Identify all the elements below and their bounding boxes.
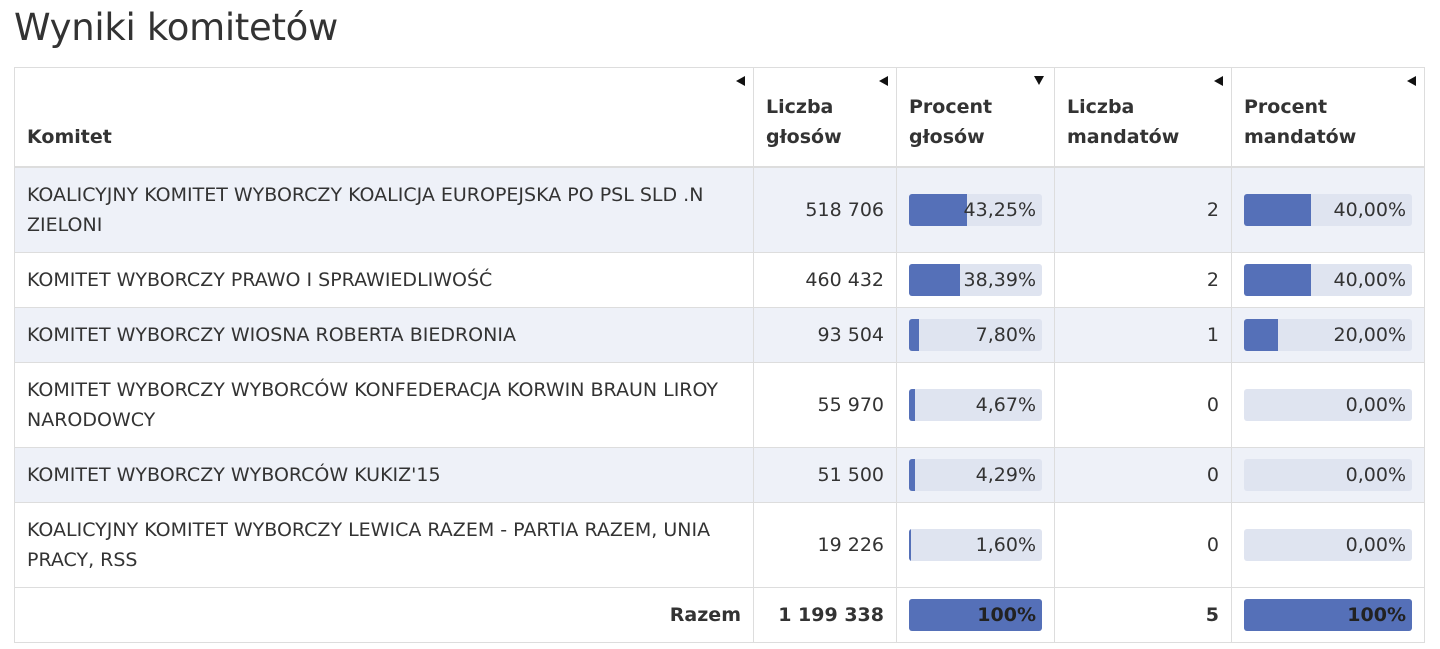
sort-icon[interactable] <box>1407 76 1416 86</box>
progress-fill <box>1244 194 1312 226</box>
progress-fill <box>1244 319 1278 351</box>
table-row: KOMITET WYBORCZY WIOSNA ROBERTA BIEDRONI… <box>14 307 1425 363</box>
progress-bar: 43,25% <box>909 194 1042 226</box>
progress-fill <box>1244 264 1312 296</box>
progress-label: 7,80% <box>975 324 1036 346</box>
seats-pct-cell: 40,00% <box>1231 252 1425 308</box>
progress-label: 100% <box>1347 604 1406 626</box>
votes-pct-cell: 1,60% <box>896 502 1055 588</box>
progress-label: 0,00% <box>1345 464 1406 486</box>
seats-pct-cell: 0,00% <box>1231 362 1425 448</box>
progress-label: 40,00% <box>1333 269 1406 291</box>
seats-pct-cell: 40,00% <box>1231 166 1425 253</box>
progress-bar: 100% <box>1244 599 1412 631</box>
votes-count: 55 970 <box>753 362 897 448</box>
progress-fill <box>909 319 920 351</box>
votes-count: 93 504 <box>753 307 897 363</box>
progress-label: 0,00% <box>1345 394 1406 416</box>
votes-pct-cell: 4,29% <box>896 447 1055 503</box>
table-row: KOMITET WYBORCZY WYBORCÓW KONFEDERACJA K… <box>14 362 1425 448</box>
progress-fill <box>909 529 912 561</box>
committee-name: KOMITET WYBORCZY WYBORCÓW KUKIZ'15 <box>14 447 754 503</box>
table-row: KOALICYJNY KOMITET WYBORCZY LEWICA RAZEM… <box>14 502 1425 588</box>
votes-count: 51 500 <box>753 447 897 503</box>
progress-bar: 1,60% <box>909 529 1042 561</box>
progress-fill <box>909 599 1042 631</box>
progress-bar: 0,00% <box>1244 389 1412 421</box>
committee-name: KOMITET WYBORCZY WYBORCÓW KONFEDERACJA K… <box>14 362 754 448</box>
progress-label: 40,00% <box>1333 199 1406 221</box>
seats-count: 0 <box>1054 362 1232 448</box>
votes-count: 518 706 <box>753 166 897 253</box>
votes-pct-cell: 38,39% <box>896 252 1055 308</box>
committee-name: KOALICYJNY KOMITET WYBORCZY KOALICJA EUR… <box>14 166 754 253</box>
header-label: Procent głosów <box>909 96 993 148</box>
table-row: KOALICYJNY KOMITET WYBORCZY KOALICJA EUR… <box>14 166 1425 253</box>
committee-name: KOMITET WYBORCZY PRAWO I SPRAWIEDLIWOŚĆ <box>14 252 754 308</box>
column-header-seats[interactable]: Liczba mandatów <box>1054 67 1232 168</box>
sort-icon[interactable] <box>1214 76 1223 86</box>
progress-label: 38,39% <box>963 269 1036 291</box>
total-label: Razem <box>14 587 754 643</box>
table-row: KOMITET WYBORCZY WYBORCÓW KUKIZ'15 51 500… <box>14 447 1425 503</box>
votes-count: 19 226 <box>753 502 897 588</box>
total-seats: 5 <box>1054 587 1232 643</box>
committee-name: KOALICYJNY KOMITET WYBORCZY LEWICA RAZEM… <box>14 502 754 588</box>
header-label: Liczba głosów <box>766 96 842 148</box>
seats-count: 0 <box>1054 447 1232 503</box>
seats-count: 1 <box>1054 307 1232 363</box>
sort-icon[interactable] <box>879 76 888 86</box>
total-row: Razem 1 199 338 100% 5 100% <box>14 587 1425 643</box>
total-votes-pct-cell: 100% <box>896 587 1055 643</box>
progress-label: 43,25% <box>963 199 1036 221</box>
progress-label: 4,29% <box>975 464 1036 486</box>
header-label: Liczba mandatów <box>1067 96 1180 148</box>
progress-label: 100% <box>977 604 1036 626</box>
progress-label: 4,67% <box>975 394 1036 416</box>
header-row: Komitet Liczba głosów Procent głosów Lic… <box>14 67 1425 168</box>
votes-count: 460 432 <box>753 252 897 308</box>
progress-fill <box>909 459 915 491</box>
progress-bar: 40,00% <box>1244 194 1412 226</box>
header-label: Komitet <box>27 126 112 148</box>
seats-pct-cell: 0,00% <box>1231 447 1425 503</box>
seats-count: 2 <box>1054 252 1232 308</box>
progress-bar: 38,39% <box>909 264 1042 296</box>
total-votes: 1 199 338 <box>753 587 897 643</box>
seats-pct-cell: 20,00% <box>1231 307 1425 363</box>
progress-label: 1,60% <box>975 534 1036 556</box>
progress-fill <box>909 264 961 296</box>
progress-bar: 4,67% <box>909 389 1042 421</box>
column-header-votes[interactable]: Liczba głosów <box>753 67 897 168</box>
sort-icon[interactable] <box>736 76 745 86</box>
results-table: Komitet Liczba głosów Procent głosów Lic… <box>14 67 1425 643</box>
progress-fill <box>909 389 916 421</box>
progress-fill <box>909 194 967 226</box>
votes-pct-cell: 43,25% <box>896 166 1055 253</box>
progress-label: 20,00% <box>1333 324 1406 346</box>
votes-pct-cell: 7,80% <box>896 307 1055 363</box>
progress-fill <box>1244 599 1412 631</box>
seats-count: 0 <box>1054 502 1232 588</box>
column-header-committee[interactable]: Komitet <box>14 67 754 168</box>
total-seats-pct-cell: 100% <box>1231 587 1425 643</box>
progress-label: 0,00% <box>1345 534 1406 556</box>
progress-bar: 100% <box>909 599 1042 631</box>
progress-bar: 40,00% <box>1244 264 1412 296</box>
progress-bar: 0,00% <box>1244 459 1412 491</box>
page-title: Wyniki komitetów <box>14 6 338 49</box>
progress-bar: 4,29% <box>909 459 1042 491</box>
progress-bar: 0,00% <box>1244 529 1412 561</box>
header-label: Procent mandatów <box>1244 96 1357 148</box>
column-header-votes-pct[interactable]: Procent głosów <box>896 67 1055 168</box>
sort-desc-icon[interactable] <box>1034 76 1044 85</box>
progress-bar: 20,00% <box>1244 319 1412 351</box>
table-row: KOMITET WYBORCZY PRAWO I SPRAWIEDLIWOŚĆ 4… <box>14 252 1425 308</box>
column-header-seats-pct[interactable]: Procent mandatów <box>1231 67 1425 168</box>
votes-pct-cell: 4,67% <box>896 362 1055 448</box>
seats-pct-cell: 0,00% <box>1231 502 1425 588</box>
progress-bar: 7,80% <box>909 319 1042 351</box>
seats-count: 2 <box>1054 166 1232 253</box>
committee-name: KOMITET WYBORCZY WIOSNA ROBERTA BIEDRONI… <box>14 307 754 363</box>
